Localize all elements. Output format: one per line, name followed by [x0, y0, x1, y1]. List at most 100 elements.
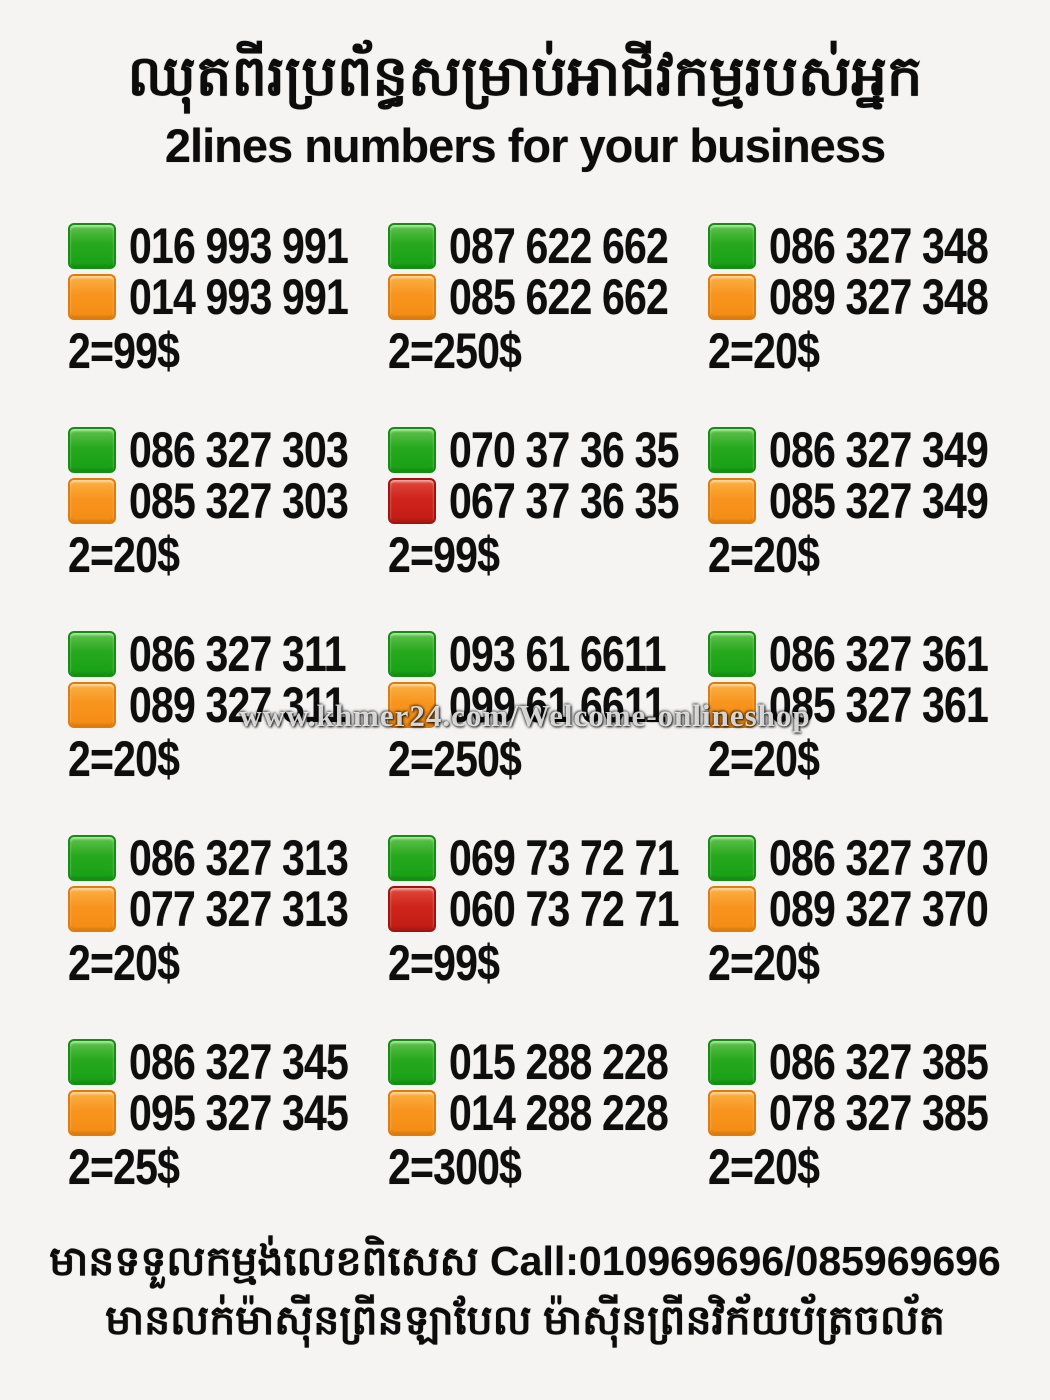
sim-swatch-icon	[68, 426, 116, 473]
sim-swatch-icon	[388, 222, 436, 269]
listing-card: 086 327 370 089 327 370 2=20$	[708, 830, 1028, 991]
price-label: 2=20$	[68, 731, 180, 787]
phone-line: 086 327 313	[68, 830, 388, 886]
phone-number: 089 327 311	[129, 676, 347, 733]
phone-number: 069 73 72 71	[449, 829, 679, 886]
sim-swatch-icon	[68, 222, 116, 269]
phone-number: 086 327 370	[769, 829, 989, 886]
listing-card: 016 993 991 014 993 991 2=99$	[68, 217, 388, 377]
sim-swatch-icon	[708, 477, 756, 524]
phone-number: 086 327 361	[769, 625, 989, 682]
listing-card: 086 327 311 089 327 311 2=20$	[68, 626, 388, 787]
phone-line: 093 61 6611	[388, 626, 708, 682]
price-label: 2=250$	[388, 731, 522, 787]
sim-swatch-icon	[68, 834, 116, 881]
phone-line: 087 622 662	[388, 218, 708, 274]
listing-card: 070 37 36 35 067 37 36 35 2=99$	[388, 422, 708, 581]
phone-number: 093 61 6611	[449, 625, 667, 682]
sim-swatch-icon	[388, 1038, 436, 1085]
listing-card: 086 327 345 095 327 345 2=25$	[68, 1034, 388, 1195]
phone-number: 086 327 349	[769, 421, 989, 478]
phone-number: 078 327 385	[769, 1084, 989, 1141]
phone-line: 086 327 345	[68, 1034, 388, 1090]
phone-number: 085 327 303	[129, 472, 349, 529]
phone-number: 087 622 662	[449, 217, 669, 274]
phone-number: 086 327 385	[769, 1033, 989, 1090]
phone-number: 060 73 72 71	[449, 880, 679, 937]
listing-card: 086 327 361 085 327 361 2=20$	[708, 626, 1028, 787]
price-label: 2=250$	[388, 323, 522, 379]
listing-card: 086 327 385 078 327 385 2=20$	[708, 1033, 1028, 1195]
sim-swatch-icon	[388, 1089, 436, 1136]
phone-number: 016 993 991	[129, 217, 349, 274]
sim-swatch-icon	[708, 222, 756, 269]
sim-swatch-icon	[708, 834, 756, 881]
phone-line: 086 327 370	[708, 830, 1028, 886]
sim-swatch-icon	[388, 426, 436, 473]
sim-swatch-icon	[68, 885, 116, 932]
listing-card: 086 327 349 085 327 349 2=20$	[708, 422, 1028, 583]
sim-swatch-icon	[708, 1038, 756, 1085]
phone-line: 085 327 349	[708, 473, 1028, 529]
phone-number: 014 288 228	[449, 1084, 669, 1141]
phone-line: 099 61 6611	[388, 677, 708, 733]
phone-line: 070 37 36 35	[388, 422, 708, 478]
page-title: ឈុតពីរប្រព័ន្ធសម្រាប់អាជីវកម្មរបស់អ្នក	[127, 44, 923, 107]
phone-number: 077 327 313	[129, 880, 349, 937]
phone-line: 086 327 361	[708, 626, 1028, 682]
phone-number: 095 327 345	[129, 1084, 349, 1141]
price-label: 2=20$	[708, 323, 820, 379]
price-label: 2=20$	[708, 935, 820, 991]
sim-swatch-icon	[708, 273, 756, 320]
phone-line: 078 327 385	[708, 1085, 1028, 1141]
sim-swatch-icon	[68, 273, 116, 320]
phone-line: 086 327 303	[68, 422, 388, 478]
phone-line: 060 73 72 71	[388, 881, 708, 937]
phone-number: 070 37 36 35	[449, 421, 679, 478]
phone-line: 067 37 36 35	[388, 473, 708, 529]
phone-line: 015 288 228	[388, 1034, 708, 1090]
listing-card: 093 61 6611 099 61 6611 2=250$	[388, 626, 708, 787]
footer: មានទទួលកម្មង់លេខពិសេស Call:010969696/085…	[0, 1232, 1050, 1351]
price-label: 2=20$	[68, 527, 180, 583]
price-label: 2=20$	[708, 731, 820, 787]
price-label: 2=20$	[708, 527, 820, 583]
phone-number: 086 327 311	[129, 625, 347, 682]
sim-swatch-icon	[388, 630, 436, 677]
phone-line: 086 327 349	[708, 422, 1028, 478]
phone-line: 085 622 662	[388, 269, 708, 325]
phone-number: 085 327 361	[769, 676, 989, 733]
sim-swatch-icon	[708, 681, 756, 728]
price-label: 2=20$	[68, 935, 180, 991]
sim-swatch-icon	[68, 1089, 116, 1136]
phone-number: 086 327 313	[129, 829, 349, 886]
phone-line: 095 327 345	[68, 1085, 388, 1141]
footer-contact-line: មានទទួលកម្មង់លេខពិសេស Call:010969696/085…	[49, 1238, 1001, 1284]
phone-line: 086 327 311	[68, 626, 388, 682]
sim-swatch-icon	[708, 426, 756, 473]
phone-number: 015 288 228	[449, 1033, 669, 1090]
phone-line: 085 327 361	[708, 677, 1028, 733]
phone-number: 086 327 345	[129, 1033, 349, 1090]
phone-number: 014 993 991	[129, 268, 349, 325]
phone-number: 085 622 662	[449, 268, 669, 325]
phone-number: 089 327 370	[769, 880, 989, 937]
sim-swatch-icon	[68, 1038, 116, 1085]
listings-grid: 016 993 991 014 993 991 2=99$ 087 622 662 08…	[68, 217, 1028, 1195]
page-subtitle: 2lines numbers for your business	[164, 119, 886, 172]
listing-card: 015 288 228 014 288 228 2=300$	[388, 1034, 708, 1195]
price-label: 2=20$	[708, 1139, 820, 1195]
listing-card: 087 622 662 085 622 662 2=250$	[388, 218, 708, 379]
price-label: 2=25$	[68, 1139, 180, 1195]
price-label: 2=300$	[388, 1139, 522, 1195]
footer-products-line: មានលក់ម៉ាស៊ីនព្រីនឡាបែល ម៉ាស៊ីនព្រីនវិក័…	[105, 1297, 945, 1344]
phone-number: 067 37 36 35	[449, 472, 679, 529]
sim-swatch-icon	[388, 834, 436, 881]
sim-swatch-icon	[708, 630, 756, 677]
phone-line: 014 993 991	[68, 269, 388, 325]
phone-line: 089 327 311	[68, 677, 388, 733]
sim-swatch-icon	[388, 885, 436, 932]
sim-swatch-icon	[68, 630, 116, 677]
price-label: 2=99$	[388, 935, 500, 991]
